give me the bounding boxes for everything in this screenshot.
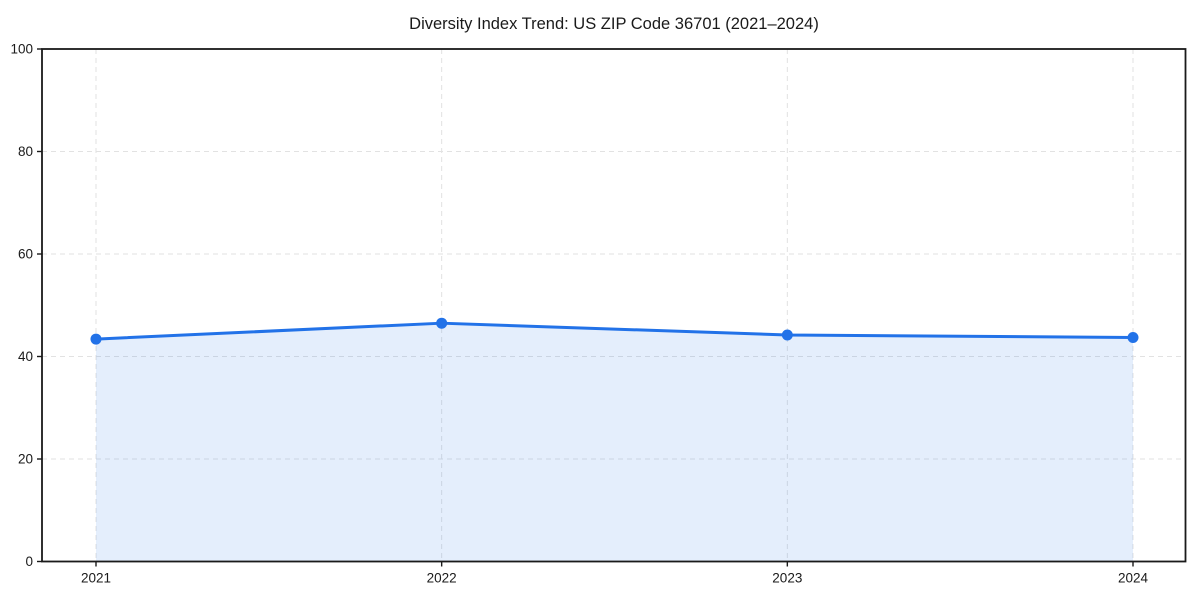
- chart-title: Diversity Index Trend: US ZIP Code 36701…: [409, 15, 819, 33]
- data-point-marker[interactable]: [1127, 332, 1139, 344]
- y-tick-label: 0: [25, 554, 33, 569]
- y-tick-label: 60: [18, 247, 33, 262]
- y-tick-label: 100: [10, 42, 33, 57]
- x-tick-label: 2024: [1118, 571, 1149, 586]
- data-point-marker[interactable]: [90, 333, 102, 345]
- data-point-marker[interactable]: [781, 329, 793, 341]
- x-tick-label: 2021: [81, 571, 111, 586]
- y-tick-label: 80: [18, 144, 33, 159]
- axes-spines: [41, 48, 1187, 563]
- x-tick-label: 2023: [772, 571, 802, 586]
- data-point-marker[interactable]: [436, 317, 448, 329]
- y-tick-label: 20: [18, 452, 33, 467]
- y-tick-label: 40: [18, 349, 33, 364]
- area-fill: [96, 323, 1133, 562]
- trend-line: [94, 321, 1135, 341]
- x-tick-label: 2022: [427, 571, 457, 586]
- plot-background: [42, 49, 1186, 562]
